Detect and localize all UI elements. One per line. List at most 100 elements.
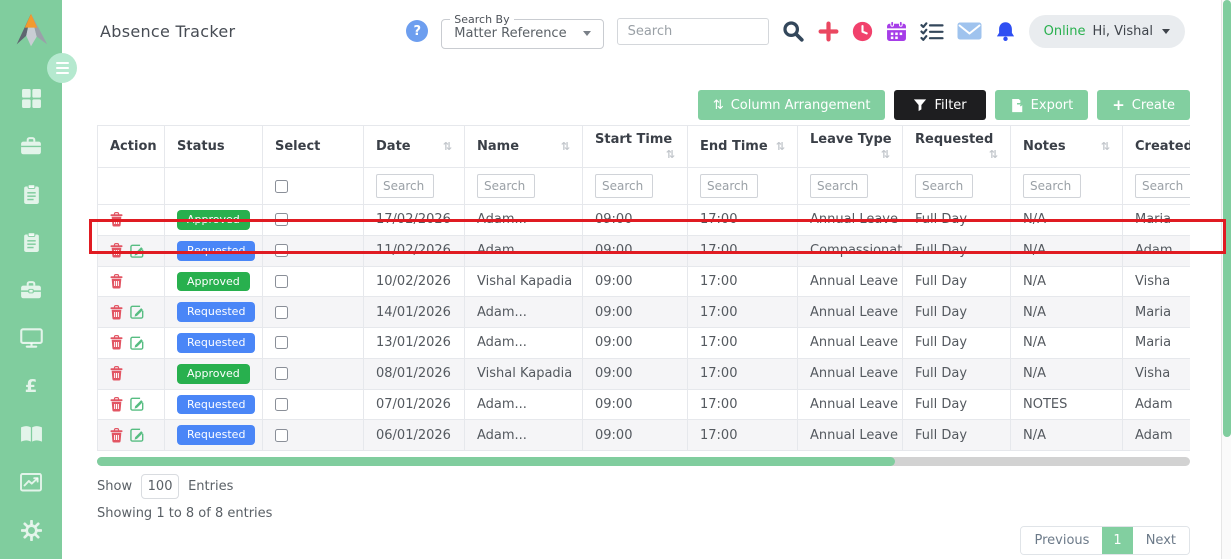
sidebar-item-clipboard-2-icon[interactable]: [19, 230, 43, 254]
global-search-input[interactable]: [616, 17, 769, 45]
filter-search-input-date[interactable]: [376, 174, 434, 198]
sidebar-item-pound-icon[interactable]: £: [19, 374, 43, 398]
filter-search-input-name[interactable]: [477, 174, 535, 198]
cell-end_time: 17:00: [687, 327, 798, 359]
current-page-button[interactable]: 1: [1102, 527, 1133, 554]
column-header-date[interactable]: Date ⇅: [363, 125, 465, 168]
column-arrangement-button[interactable]: ⇅ Column Arrangement: [697, 90, 886, 120]
row-select-checkbox[interactable]: [275, 244, 288, 258]
column-header-name[interactable]: Name ⇅: [464, 125, 583, 168]
delete-icon[interactable]: [110, 335, 123, 350]
hamburger-icon: [55, 62, 69, 65]
notifications-icon[interactable]: [995, 21, 1016, 42]
filter-button[interactable]: Filter: [894, 90, 986, 120]
sort-icon[interactable]: ⇅: [880, 148, 890, 161]
table-row[interactable]: Approved 17/02/2026 Adam... 09:00 17:00 Annua…: [97, 204, 1190, 236]
horizontal-scrollbar[interactable]: [97, 457, 1190, 466]
filter-search-input-start_time[interactable]: [595, 174, 653, 198]
cell-end_time: 17:00: [687, 419, 798, 451]
row-select-checkbox[interactable]: [275, 336, 288, 350]
cell-date: 10/02/2026: [363, 265, 465, 298]
select-all-checkbox[interactable]: [275, 179, 288, 193]
sidebar-item-dashboard-grid-icon[interactable]: [19, 86, 43, 110]
sidebar-item-settings-icon[interactable]: [19, 518, 43, 542]
edit-icon[interactable]: [130, 244, 144, 258]
sort-icon[interactable]: ⇅: [560, 140, 570, 153]
column-header-end_time[interactable]: End Time ⇅: [687, 125, 798, 168]
cell-start_time: 09:00: [582, 265, 688, 298]
mail-icon[interactable]: [957, 22, 982, 40]
previous-page-button[interactable]: Previous: [1021, 527, 1103, 554]
table-row[interactable]: Requested 14/01/2026 Adam... 09:00 17:00 Annu…: [97, 296, 1190, 328]
filter-funnel-icon: [913, 98, 927, 112]
vertical-scrollbar[interactable]: [1221, 0, 1231, 559]
calendar-icon[interactable]: [886, 20, 907, 42]
next-page-button[interactable]: Next: [1132, 527, 1189, 554]
task-list-icon[interactable]: [919, 21, 944, 41]
cell-action: [97, 419, 165, 451]
column-header-start_time[interactable]: Start Time ⇅: [582, 125, 688, 168]
column-header-requested[interactable]: Requested ⇅: [902, 125, 1011, 168]
filter-search-input-requested[interactable]: [915, 174, 973, 198]
sort-icon[interactable]: ⇅: [1100, 140, 1110, 153]
delete-icon[interactable]: [110, 304, 123, 320]
user-menu[interactable]: Online Hi, Vishal: [1028, 14, 1185, 48]
cell-notes: N/A: [1010, 357, 1123, 390]
horizontal-scrollbar-thumb[interactable]: [97, 457, 895, 466]
app-logo-icon[interactable]: [0, 0, 62, 60]
table-row[interactable]: Requested 07/01/2026 Adam... 09:00 17:00 Annu…: [97, 388, 1190, 421]
sort-icon[interactable]: ⇅: [775, 140, 785, 153]
row-select-checkbox[interactable]: [275, 367, 288, 381]
edit-icon[interactable]: [130, 428, 144, 442]
table-row[interactable]: Approved 08/01/2026 Vishal Kapadia 09:00 17:…: [97, 357, 1190, 390]
column-header-created_by[interactable]: Created By⇅: [1122, 125, 1190, 168]
sidebar-item-briefcase-icon[interactable]: [19, 134, 43, 158]
filter-search-input-end_time[interactable]: [700, 174, 758, 198]
search-by-select[interactable]: Search By Matter Reference: [441, 13, 604, 49]
sort-icon[interactable]: ⇅: [442, 140, 452, 153]
online-status: Online: [1043, 23, 1086, 39]
entries-per-page-input[interactable]: [141, 474, 180, 499]
filter-search-input-leave_type[interactable]: [810, 174, 868, 198]
row-select-checkbox[interactable]: [275, 428, 288, 442]
sort-icon[interactable]: ⇅: [988, 148, 998, 161]
export-button[interactable]: Export: [994, 90, 1089, 120]
cell-name: Vishal Kapadia: [464, 265, 583, 298]
sidebar-item-chart-icon[interactable]: [19, 470, 43, 494]
column-header-notes[interactable]: Notes ⇅: [1010, 125, 1123, 168]
delete-icon[interactable]: [110, 396, 123, 412]
sidebar-item-monitor-icon[interactable]: [19, 326, 43, 350]
filter-search-input-created_by[interactable]: [1135, 174, 1190, 198]
table-row-highlighted[interactable]: Requested 11/02/2026 Adam... 09:00 17:00 Comp…: [97, 234, 1190, 267]
delete-icon[interactable]: [110, 212, 123, 227]
sort-icon[interactable]: ⇅: [665, 148, 675, 161]
table-row[interactable]: Approved 10/02/2026 Vishal Kapadia 09:00 17:…: [97, 265, 1190, 298]
row-select-checkbox[interactable]: [275, 397, 288, 411]
sidebar-item-toolbox-icon[interactable]: [19, 278, 43, 302]
delete-icon[interactable]: [110, 427, 123, 443]
sidebar-item-clipboard-icon[interactable]: [19, 182, 43, 206]
table-row[interactable]: Requested 13/01/2026 Adam... 09:00 17:00 Annu…: [97, 327, 1190, 359]
row-select-checkbox[interactable]: [275, 274, 288, 288]
create-button[interactable]: + Create: [1097, 90, 1190, 120]
column-label: Leave Type: [810, 132, 892, 147]
table-row[interactable]: Requested 06/01/2026 Adam... 09:00 17:00 Annu…: [97, 419, 1190, 451]
help-icon[interactable]: ?: [406, 20, 429, 42]
vertical-scrollbar-thumb[interactable]: [1223, 0, 1231, 437]
search-icon[interactable]: [782, 20, 805, 43]
time-record-icon[interactable]: [852, 21, 873, 42]
add-icon[interactable]: [818, 21, 839, 42]
filter-search-input-notes[interactable]: [1023, 174, 1081, 198]
sidebar-toggle-button[interactable]: [47, 53, 77, 83]
row-select-checkbox[interactable]: [275, 305, 288, 319]
edit-icon[interactable]: [130, 336, 144, 350]
delete-icon[interactable]: [110, 273, 123, 289]
delete-icon[interactable]: [110, 366, 123, 381]
delete-icon[interactable]: [110, 243, 123, 258]
column-header-leave_type[interactable]: Leave Type ⇅: [797, 125, 903, 168]
edit-icon[interactable]: [130, 305, 144, 319]
sidebar-item-book-icon[interactable]: [19, 422, 43, 446]
edit-icon[interactable]: [130, 397, 144, 412]
row-select-checkbox[interactable]: [275, 213, 288, 227]
cell-status: Requested: [164, 234, 263, 267]
